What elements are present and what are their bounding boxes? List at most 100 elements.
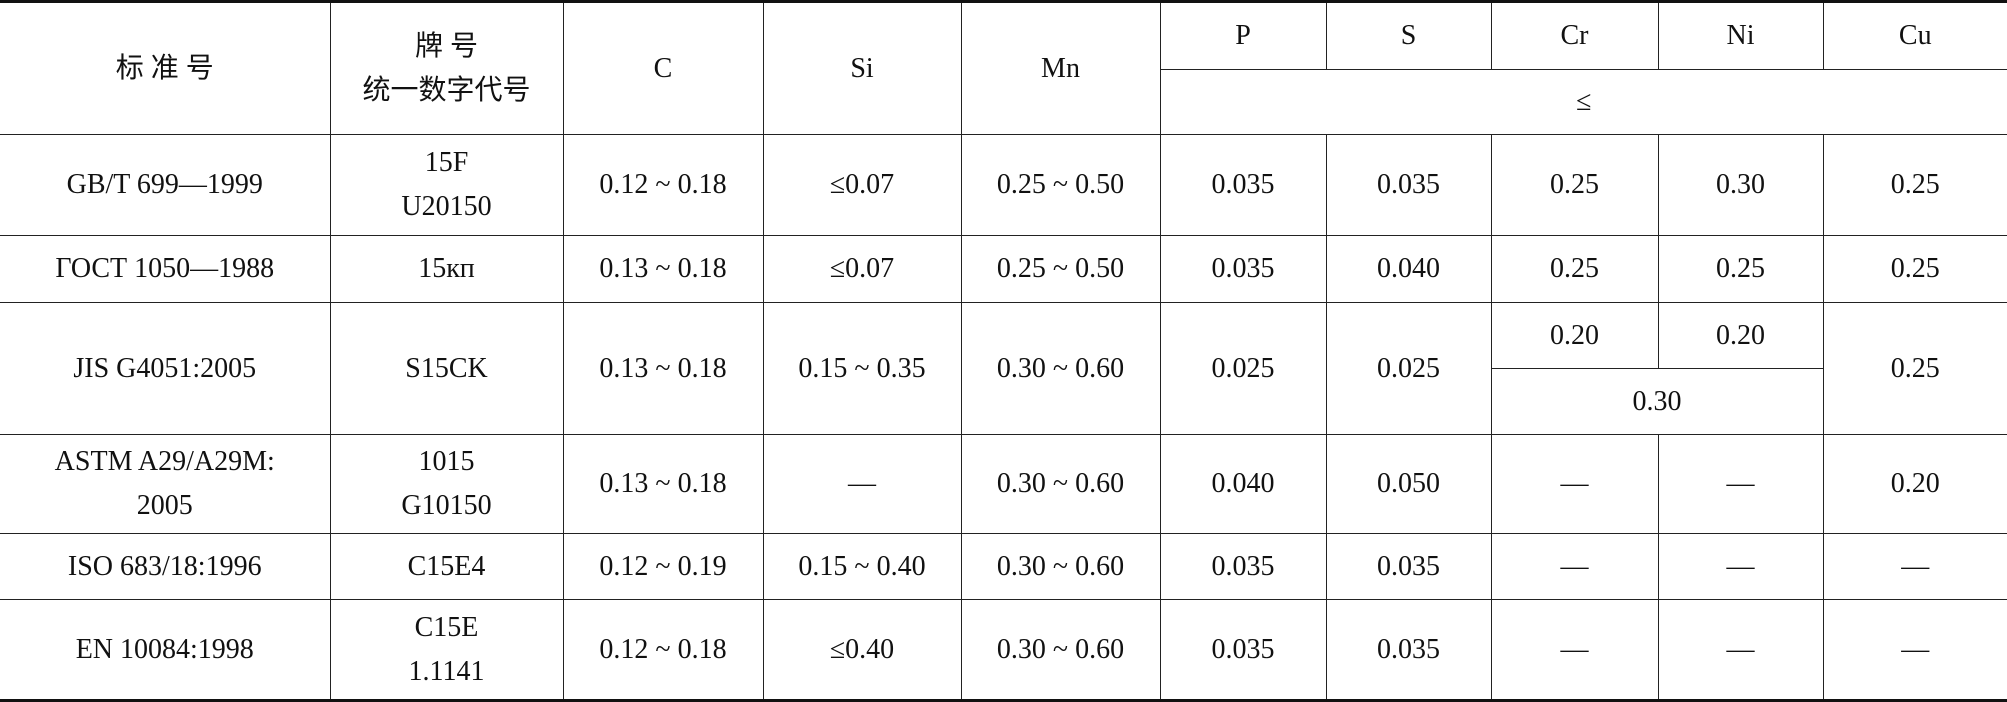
- value-cell: 0.30: [1657, 134, 1824, 236]
- value-cell: 0.25: [1822, 235, 2007, 303]
- value-cell: ≤0.07: [762, 134, 962, 236]
- value-cell: 0.20: [1822, 434, 2007, 534]
- standard-cell: EN 10084:1998: [0, 599, 331, 702]
- value-cell: 0.15 ~ 0.35: [762, 302, 962, 435]
- standard-cell: JIS G4051:2005: [0, 302, 331, 435]
- grade-cell-line: 15кп: [418, 253, 475, 284]
- value-cell: 0.13 ~ 0.18: [562, 302, 764, 435]
- table-row: ГОСТ 1050—1988 15кп 0.13 ~ 0.18 ≤0.07 0.25 ~…: [0, 235, 2007, 303]
- standard-cell: ГОСТ 1050—1988: [0, 235, 331, 303]
- value-cell: 0.20: [1490, 302, 1659, 369]
- value-cell: 0.30: [1491, 368, 1824, 435]
- header-cell-line: 牌 号: [414, 30, 478, 62]
- value-cell: —: [1657, 434, 1824, 534]
- grade-cell-line: U20150: [401, 191, 492, 222]
- value-cell: —: [762, 434, 962, 534]
- grade-cell-line: C15E4: [407, 550, 486, 582]
- standard-cell-line: EN 10084:1998: [75, 633, 254, 665]
- value-cell: 0.25: [1657, 235, 1824, 303]
- grade-cell-line: 1015: [418, 446, 475, 477]
- grade-cell: C15E 1.1141: [329, 599, 564, 702]
- table-row: ISO 683/18:1996 C15E4 0.12 ~ 0.19 0.15 ~ 0.…: [0, 533, 2007, 600]
- grade-cell-line: 15F: [424, 147, 469, 178]
- value-cell: —: [1657, 533, 1824, 600]
- value-cell: 0.25: [1822, 134, 2007, 236]
- table-row: ASTM A29/A29M: 2005 1015 G10150 0.13 ~ 0.18—…: [0, 434, 2007, 534]
- grade-cell-line: G10150: [401, 490, 492, 521]
- value-cell: —: [1490, 533, 1659, 600]
- standard-cell-line: ISO 683/18:1996: [67, 550, 262, 582]
- header-cell: Mn: [960, 0, 1161, 135]
- header-cell: Ni: [1657, 0, 1824, 70]
- header-cell: Si: [762, 0, 962, 135]
- value-cell: 0.025: [1159, 302, 1327, 435]
- value-cell: 0.15 ~ 0.40: [762, 533, 962, 600]
- value-cell: ≤0.40: [762, 599, 962, 702]
- header-cell: S: [1325, 0, 1492, 70]
- value-cell: 0.20: [1657, 302, 1824, 369]
- value-cell: 0.040: [1159, 434, 1327, 534]
- table-row: EN 10084:1998 C15E 1.1141 0.12 ~ 0.18 ≤0.40 0…: [0, 599, 2007, 702]
- grade-cell: 1015 G10150: [329, 434, 564, 534]
- grade-cell-line: S15CK: [405, 352, 488, 384]
- table-row: GB/T 699—1999 15F U20150 0.12 ~ 0.18 ≤0.07 0.…: [0, 134, 2007, 236]
- standard-cell-line: ASTM A29/A29M:: [54, 446, 275, 477]
- header-cell: Cu: [1822, 0, 2007, 70]
- value-cell: 0.035: [1159, 599, 1327, 702]
- value-cell: —: [1490, 434, 1659, 534]
- grade-cell-line: C15E: [414, 611, 479, 643]
- header-cell: 牌 号统一数字代号: [329, 0, 564, 135]
- standard-cell-line: GB/T 699—1999: [66, 169, 263, 200]
- value-cell: 0.035: [1159, 235, 1327, 303]
- value-cell: 0.25: [1490, 235, 1659, 303]
- value-cell: —: [1657, 599, 1824, 702]
- value-cell: ≤0.07: [762, 235, 962, 303]
- standard-cell: ISO 683/18:1996: [0, 533, 331, 600]
- value-cell: 0.30 ~ 0.60: [960, 599, 1161, 702]
- value-cell: 0.035: [1325, 533, 1492, 600]
- value-cell: —: [1822, 599, 2007, 702]
- header-cell-line: 统一数字代号: [362, 74, 531, 106]
- table-row: JIS G4051:2005 S15CK 0.13 ~ 0.18 0.15 ~ 0.3…: [0, 302, 2007, 435]
- value-cell: 0.12 ~ 0.18: [562, 599, 764, 702]
- value-cell: 0.30 ~ 0.60: [960, 434, 1161, 534]
- table-row: 标 准 号牌 号统一数字代号 C Si Mn P S Cr Ni Cu: [0, 0, 2007, 135]
- value-cell: —: [1822, 533, 2007, 600]
- value-cell: 0.25: [1822, 302, 2007, 435]
- value-cell: 0.13 ~ 0.18: [562, 434, 764, 534]
- value-cell: 0.13 ~ 0.18: [562, 235, 764, 303]
- value-cell: 0.035: [1325, 599, 1492, 702]
- table-row: 0.30: [0, 368, 2007, 435]
- header-cell: C: [562, 0, 764, 135]
- value-cell: 0.025: [1325, 302, 1492, 435]
- value-cell: 0.25 ~ 0.50: [960, 235, 1161, 303]
- value-cell: —: [1490, 599, 1659, 702]
- header-cell: Cr: [1490, 0, 1659, 70]
- value-cell: 0.12 ~ 0.18: [562, 134, 764, 236]
- standard-cell: ASTM A29/A29M: 2005: [0, 434, 331, 534]
- standard-cell-line: ГОСТ 1050—1988: [55, 253, 275, 284]
- value-cell: 0.25 ~ 0.50: [960, 134, 1161, 236]
- value-cell: 0.30 ~ 0.60: [960, 533, 1161, 600]
- header-cell: 标 准 号: [0, 0, 331, 135]
- grade-cell: 15F U20150: [329, 134, 564, 236]
- value-cell: 0.035: [1159, 533, 1327, 600]
- value-cell: 0.30 ~ 0.60: [960, 302, 1161, 435]
- value-cell: 0.035: [1159, 134, 1327, 236]
- header-cell: P: [1159, 0, 1327, 70]
- value-cell: 0.040: [1325, 235, 1492, 303]
- grade-cell: C15E4: [329, 533, 564, 600]
- grade-cell: 15кп: [329, 235, 564, 303]
- value-cell: 0.25: [1490, 134, 1659, 236]
- standard-cell-line: JIS G4051:2005: [73, 352, 257, 384]
- value-cell: 0.050: [1325, 434, 1492, 534]
- value-cell: 0.035: [1325, 134, 1492, 236]
- standard-cell-line: 2005: [136, 490, 193, 521]
- grade-cell: S15CK: [329, 302, 564, 435]
- header-cell: ≤: [1160, 69, 2007, 135]
- table-row: ≤: [0, 69, 2007, 135]
- grade-cell-line: 1.1141: [408, 655, 485, 687]
- value-cell: 0.12 ~ 0.19: [562, 533, 764, 600]
